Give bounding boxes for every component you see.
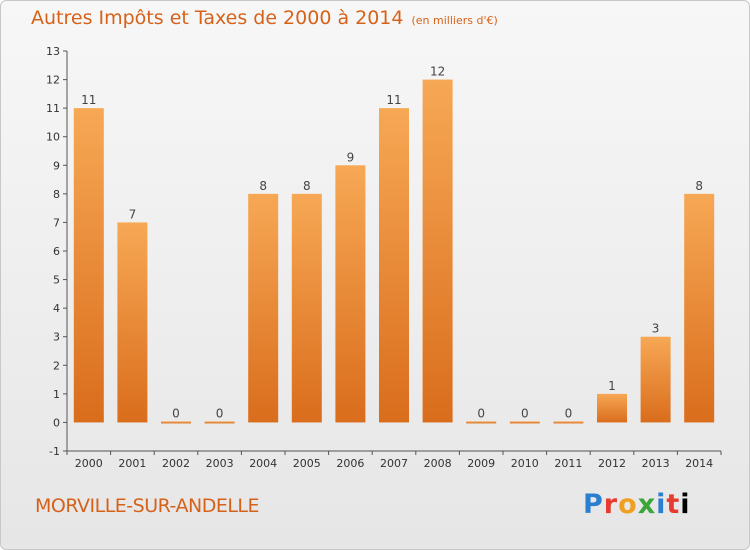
bar bbox=[117, 222, 148, 423]
bar-value-label: 1 bbox=[608, 379, 616, 393]
x-tick-label: 2014 bbox=[685, 457, 713, 470]
bar bbox=[553, 421, 584, 424]
logo-letter: t bbox=[666, 489, 681, 520]
x-tick-label: 2002 bbox=[162, 457, 190, 470]
y-tick-label: 10 bbox=[46, 131, 60, 144]
logo-letter: i bbox=[680, 489, 691, 520]
bar-value-label: 8 bbox=[259, 179, 267, 193]
bar bbox=[335, 165, 366, 423]
x-tick-label: 2008 bbox=[424, 457, 452, 470]
bar bbox=[466, 421, 497, 424]
y-tick-label: 6 bbox=[53, 245, 60, 258]
x-tick-label: 2005 bbox=[293, 457, 321, 470]
logo-letter: o bbox=[618, 489, 638, 520]
bar-value-label: 3 bbox=[652, 322, 660, 336]
bar bbox=[509, 421, 540, 424]
bar bbox=[597, 393, 627, 423]
bars-layer: 11 7 0 0 8 8 9 11 12 0 0 0 1 3 8 bbox=[73, 65, 715, 424]
y-tick-label: 4 bbox=[53, 302, 60, 315]
x-tick-label: 2000 bbox=[75, 457, 103, 470]
bar bbox=[291, 193, 322, 423]
bar-value-label: 11 bbox=[81, 93, 96, 107]
logo-letter: x bbox=[637, 489, 657, 520]
bar-value-label: 8 bbox=[303, 179, 311, 193]
bar bbox=[161, 421, 191, 424]
y-tick-label: 9 bbox=[53, 159, 60, 172]
bar-value-label: 0 bbox=[565, 406, 573, 420]
y-tick-label: 11 bbox=[46, 102, 60, 115]
x-tick-label: 2003 bbox=[206, 457, 234, 470]
y-tick-label: 3 bbox=[53, 331, 60, 344]
bar-value-label: 8 bbox=[695, 179, 703, 193]
x-tick-label: 2004 bbox=[249, 457, 277, 470]
bar-value-label: 0 bbox=[216, 406, 224, 420]
logo-letter: r bbox=[603, 489, 619, 520]
bar bbox=[73, 108, 104, 423]
x-tick-label: 2009 bbox=[467, 457, 495, 470]
logo-letter: P bbox=[583, 489, 604, 520]
bar bbox=[422, 79, 453, 423]
bar-value-label: 0 bbox=[521, 406, 529, 420]
bar bbox=[640, 336, 671, 423]
bar-value-label: 11 bbox=[386, 93, 401, 107]
proxiti-logo[interactable]: Proxiti bbox=[583, 489, 691, 520]
y-tick-label: 8 bbox=[53, 188, 60, 201]
bar-value-label: 12 bbox=[430, 65, 445, 79]
y-tick-label: -1 bbox=[49, 445, 60, 458]
commune-name: MORVILLE-SUR-ANDELLE bbox=[35, 495, 260, 517]
logo-letter: i bbox=[656, 489, 667, 520]
bar bbox=[248, 193, 279, 423]
x-tick-label: 2012 bbox=[598, 457, 626, 470]
x-tick-label: 2001 bbox=[118, 457, 146, 470]
bar bbox=[204, 421, 235, 424]
x-tick-label: 2006 bbox=[336, 457, 364, 470]
bar bbox=[379, 108, 409, 423]
bar-value-label: 9 bbox=[347, 150, 355, 164]
chart-subtitle: (en milliers d'€) bbox=[411, 14, 498, 27]
x-tick-label: 2011 bbox=[554, 457, 582, 470]
bar-value-label: 0 bbox=[477, 406, 485, 420]
bar-value-label: 7 bbox=[129, 207, 137, 221]
chart-title-text: Autres Impôts et Taxes de 2000 à 2014 bbox=[31, 7, 404, 29]
chart-title: Autres Impôts et Taxes de 2000 à 2014 (en… bbox=[31, 7, 498, 29]
y-tick-label: 2 bbox=[53, 359, 60, 372]
y-tick-label: 5 bbox=[53, 274, 60, 287]
bar-value-label: 0 bbox=[172, 406, 180, 420]
x-tick-label: 2013 bbox=[642, 457, 670, 470]
y-tick-label: 12 bbox=[46, 74, 60, 87]
y-tick-label: 0 bbox=[53, 416, 60, 429]
y-tick-label: 1 bbox=[53, 388, 60, 401]
y-tick-label: 7 bbox=[53, 216, 60, 229]
y-tick-label: 13 bbox=[46, 45, 60, 58]
bar bbox=[684, 193, 715, 423]
x-tick-label: 2010 bbox=[511, 457, 539, 470]
x-tick-label: 2007 bbox=[380, 457, 408, 470]
